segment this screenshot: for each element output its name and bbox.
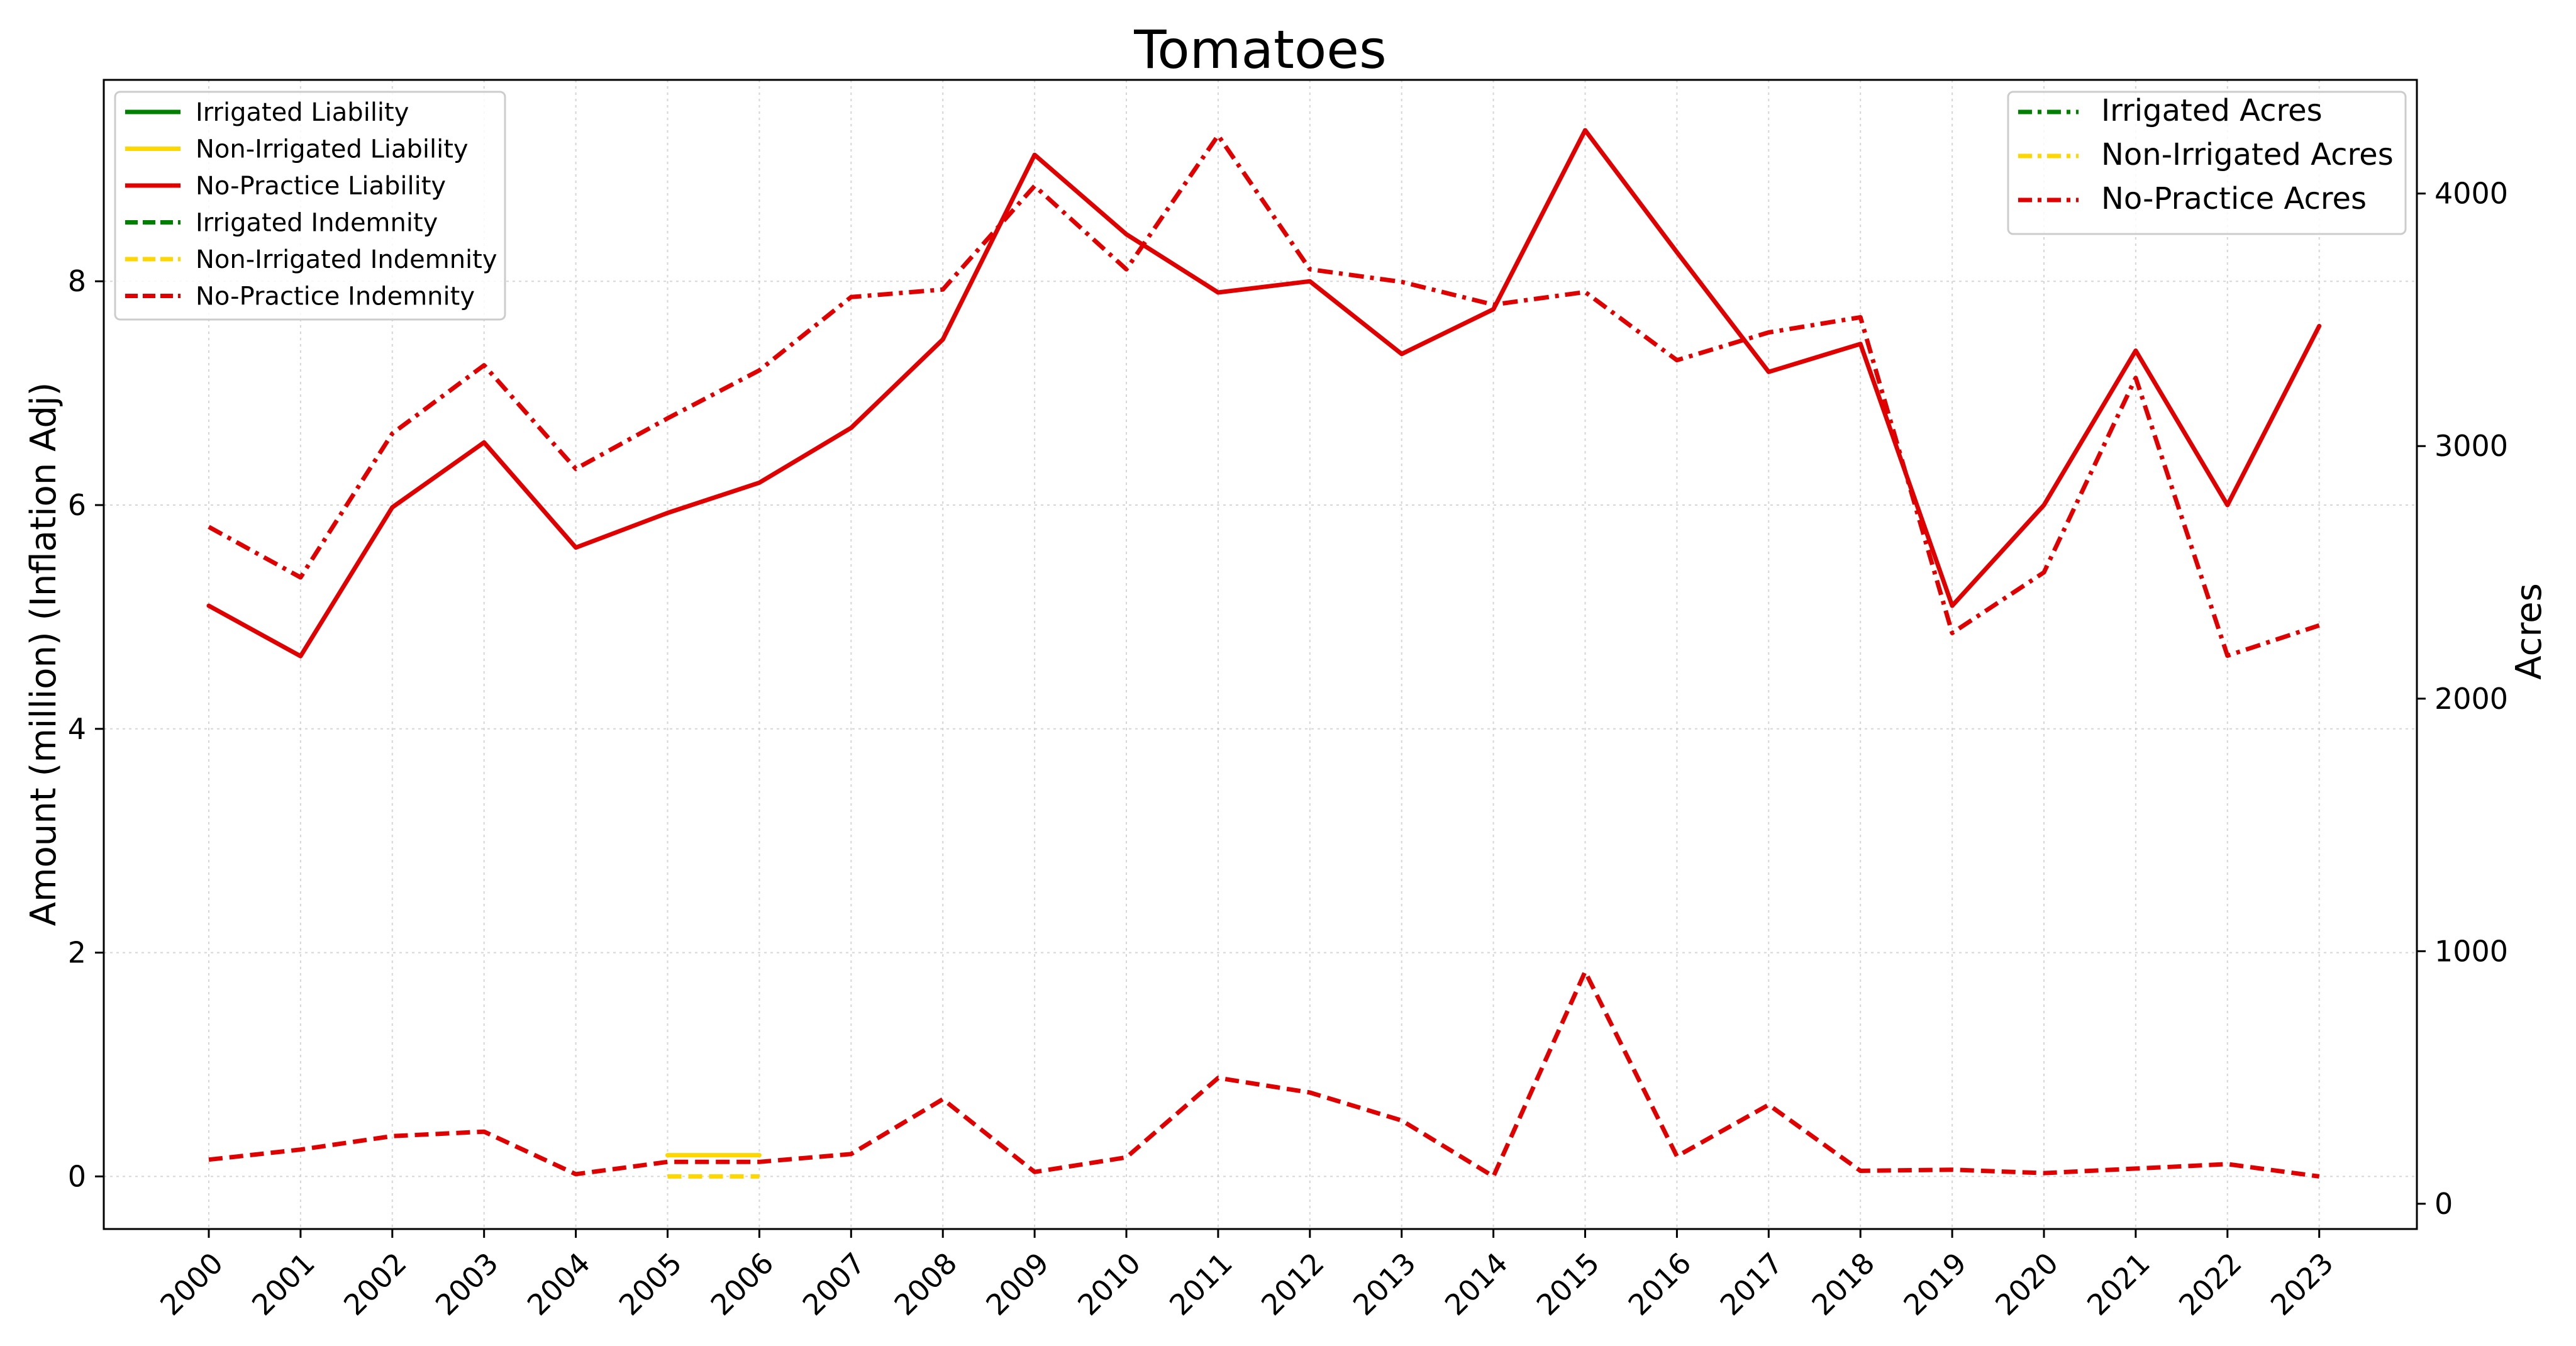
y-tick-label: 0 — [68, 1159, 86, 1193]
y2-tick-label: 3000 — [2434, 429, 2508, 463]
legend-acres: Irrigated Acres Non-Irrigated Acres No-Pra… — [2007, 91, 2407, 235]
series-line-no-practice-indemnity — [208, 969, 2320, 1179]
series-line-no-practice-acres — [208, 133, 2320, 658]
x-tick-label: 2020 — [1989, 1246, 2065, 1322]
x-tick-label: 2002 — [337, 1246, 413, 1322]
x-tick-label: 2011 — [1163, 1246, 1239, 1322]
y2-tick-label: 0 — [2434, 1187, 2453, 1221]
x-tick-label: 2003 — [429, 1246, 505, 1322]
legend-label: No-Practice Indemnity — [196, 282, 475, 311]
x-tick-label: 2006 — [704, 1246, 780, 1322]
legend-label: Non-Irrigated Acres — [2101, 137, 2394, 172]
legend-label: Irrigated Liability — [196, 98, 409, 127]
y2-axis-label: Acres — [2509, 583, 2550, 680]
x-tick-label: 2004 — [521, 1246, 597, 1322]
y-tick-label: 2 — [68, 936, 86, 970]
x-tick-label: 2007 — [796, 1246, 872, 1322]
x-tick-label: 2018 — [1805, 1246, 1881, 1322]
axis-ticks: 2000 2001 2002 2003 2004 2005 2006 2007 2008 2009… — [68, 177, 2508, 1322]
x-tick-label: 2012 — [1255, 1246, 1331, 1322]
x-tick-label: 2008 — [887, 1246, 963, 1322]
plot-frame — [103, 79, 2418, 1230]
legend-frame — [114, 91, 506, 321]
x-tick-label: 2017 — [1713, 1246, 1789, 1322]
x-tick-label: 2014 — [1438, 1246, 1514, 1322]
y-axis-label: Amount (million) (Inflation Adj) — [23, 382, 64, 926]
y-tick-label: 6 — [68, 488, 86, 522]
y2-tick-label: 1000 — [2434, 934, 2508, 968]
x-tick-label: 2013 — [1346, 1246, 1423, 1322]
x-tick-label: 2005 — [613, 1246, 689, 1322]
y-tick-label: 4 — [68, 712, 86, 746]
x-tick-label: 2015 — [1530, 1246, 1606, 1322]
x-tick-label: 2000 — [153, 1246, 230, 1322]
legend-label: Irrigated Acres — [2101, 93, 2323, 128]
legend-label: No-Practice Acres — [2101, 181, 2367, 216]
legend-label: Non-Irrigated Indemnity — [196, 245, 497, 274]
y-tick-label: 8 — [68, 264, 86, 298]
legend-liability-indemnity: Irrigated Liability Non-Irrigated Liabili… — [114, 91, 506, 321]
y2-tick-label: 2000 — [2434, 682, 2508, 716]
legend-frame — [2007, 91, 2407, 235]
x-tick-label: 2019 — [1897, 1246, 1973, 1322]
legend-label: Non-Irrigated Liability — [196, 135, 469, 164]
x-tick-label: 2009 — [979, 1246, 1055, 1322]
x-tick-label: 2010 — [1071, 1246, 1147, 1322]
plot-series — [206, 128, 2322, 1179]
x-tick-label: 2016 — [1622, 1246, 1698, 1322]
legend-label: No-Practice Liability — [196, 172, 446, 201]
series-line-no-practice-liability — [206, 128, 2322, 659]
x-tick-label: 2022 — [2172, 1246, 2248, 1322]
y2-tick-label: 4000 — [2434, 177, 2508, 211]
x-tick-label: 2021 — [2080, 1246, 2157, 1322]
chart-title: Tomatoes — [1133, 19, 1387, 81]
legend-label: Irrigated Indemnity — [196, 209, 438, 238]
x-tick-label: 2001 — [245, 1246, 321, 1322]
x-tick-label: 2023 — [2264, 1246, 2340, 1322]
